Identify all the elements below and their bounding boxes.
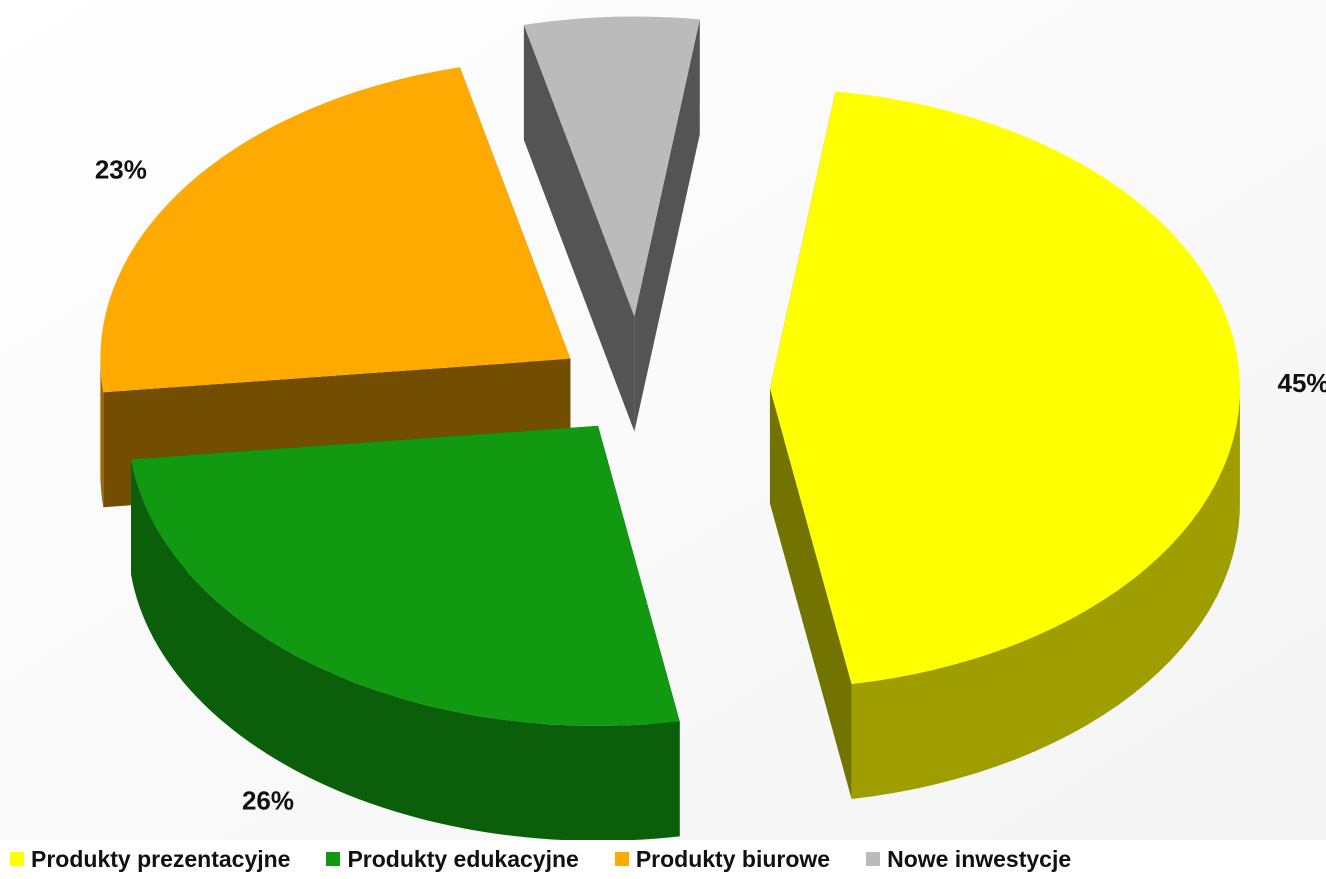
legend-swatch <box>866 852 881 866</box>
slice-produkty-prezentacyjne <box>769 91 1240 799</box>
slice-produkty-edukacyjne <box>130 425 680 840</box>
legend-swatch <box>614 852 629 866</box>
slice-top <box>130 425 680 726</box>
legend-item-nowe-inwestycje: Nowe inwestycje <box>866 846 1071 873</box>
legend-item-produkty-prezentacyjne: Produkty prezentacyjne <box>10 846 290 873</box>
slice-outer-wall <box>100 356 104 508</box>
legend-label: Nowe inwestycje <box>887 845 1072 872</box>
legend-item-produkty-edukacyjne: Produkty edukacyjne <box>326 845 579 873</box>
data-label-produkty-prezentacyjne: 45% <box>1278 368 1326 398</box>
slice-produkty-biurowe <box>100 67 571 508</box>
legend: Produkty prezentacyjne Produkty edukacyj… <box>10 842 1326 876</box>
slice-outer-wall <box>851 383 1240 799</box>
slice-side-wall <box>634 19 700 432</box>
legend-item-produkty-biurowe: Produkty biurowe <box>614 845 831 873</box>
slice-top <box>523 16 700 317</box>
legend-label: Produkty prezentacyjne <box>31 845 291 872</box>
legend-label: Produkty biurowe <box>635 845 831 872</box>
legend-label: Produkty edukacyjne <box>347 845 579 872</box>
slice-outer-wall <box>130 459 680 840</box>
data-label-produkty-edukacyjne: 26% <box>242 785 294 815</box>
slice-top <box>769 91 1240 684</box>
slice-top <box>100 67 571 393</box>
slice-side-wall <box>769 388 852 799</box>
slice-nowe-inwestycje <box>523 16 700 432</box>
pie-chart: 45%26%23%6% <box>0 0 1326 840</box>
slice-side-wall <box>523 24 635 432</box>
legend-swatch <box>10 852 24 866</box>
legend-swatch <box>326 852 341 866</box>
data-label-produkty-biurowe: 23% <box>95 155 147 185</box>
